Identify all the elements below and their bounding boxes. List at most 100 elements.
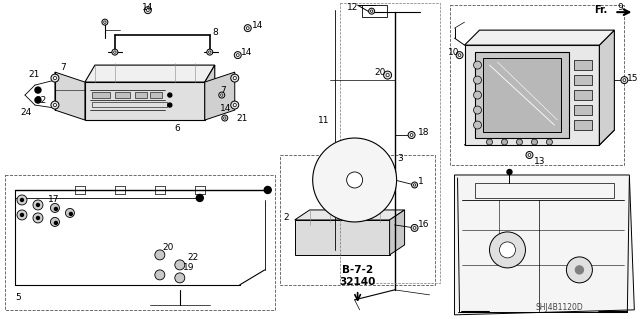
Circle shape <box>458 54 461 56</box>
Circle shape <box>155 250 165 260</box>
Text: 7: 7 <box>60 63 66 71</box>
Text: 14: 14 <box>142 3 153 12</box>
Circle shape <box>54 207 58 211</box>
Text: 13: 13 <box>534 158 546 167</box>
Text: 2: 2 <box>284 213 289 222</box>
Text: Fr.: Fr. <box>594 5 607 15</box>
Text: 1: 1 <box>417 177 423 187</box>
Text: 5: 5 <box>15 293 20 302</box>
Circle shape <box>264 187 271 193</box>
Circle shape <box>69 212 72 215</box>
Circle shape <box>145 7 151 14</box>
Circle shape <box>222 115 228 121</box>
Circle shape <box>33 200 43 210</box>
Circle shape <box>54 221 58 225</box>
Circle shape <box>51 74 59 82</box>
Bar <box>474 183 614 198</box>
Bar <box>449 5 625 165</box>
Text: 7: 7 <box>220 85 225 94</box>
Text: 24: 24 <box>20 108 31 116</box>
Text: 8: 8 <box>212 28 218 37</box>
Text: 32140: 32140 <box>339 277 376 287</box>
Bar <box>92 92 110 98</box>
Circle shape <box>196 195 204 202</box>
Bar <box>362 5 387 17</box>
Circle shape <box>65 208 74 218</box>
Circle shape <box>244 25 252 32</box>
Bar <box>92 102 167 107</box>
Circle shape <box>36 204 40 206</box>
Circle shape <box>474 76 481 84</box>
Polygon shape <box>465 45 600 145</box>
Circle shape <box>474 106 481 114</box>
Circle shape <box>219 92 225 98</box>
Circle shape <box>575 266 584 274</box>
Bar <box>575 75 593 85</box>
Circle shape <box>53 77 56 80</box>
Bar <box>280 155 435 285</box>
Circle shape <box>526 152 533 159</box>
Circle shape <box>547 139 552 145</box>
Circle shape <box>20 198 24 202</box>
Bar <box>115 92 130 98</box>
Circle shape <box>246 27 249 30</box>
Polygon shape <box>600 30 614 145</box>
Circle shape <box>33 213 43 223</box>
Circle shape <box>408 131 415 138</box>
Circle shape <box>51 101 59 109</box>
Polygon shape <box>465 130 614 145</box>
Circle shape <box>221 94 223 96</box>
Text: 21: 21 <box>237 114 248 122</box>
Polygon shape <box>465 30 614 45</box>
Circle shape <box>383 71 392 79</box>
Circle shape <box>36 216 40 219</box>
Circle shape <box>233 77 236 80</box>
Bar <box>575 120 593 130</box>
Text: 12: 12 <box>347 3 358 12</box>
Polygon shape <box>55 72 85 120</box>
Text: 3: 3 <box>397 153 403 162</box>
Circle shape <box>502 139 508 145</box>
Polygon shape <box>205 65 215 120</box>
Text: 19: 19 <box>183 263 195 272</box>
Bar <box>340 3 440 283</box>
Circle shape <box>621 77 628 84</box>
Polygon shape <box>390 210 404 255</box>
Circle shape <box>155 270 165 280</box>
Text: B-7-2: B-7-2 <box>342 265 373 275</box>
Text: 18: 18 <box>417 128 429 137</box>
Circle shape <box>386 73 389 77</box>
Circle shape <box>413 226 416 229</box>
Bar <box>575 90 593 100</box>
Text: 22: 22 <box>35 96 46 105</box>
Polygon shape <box>85 82 205 120</box>
Text: 10: 10 <box>447 48 459 56</box>
Circle shape <box>347 172 363 188</box>
Circle shape <box>566 257 593 283</box>
Circle shape <box>486 139 493 145</box>
Circle shape <box>17 195 27 205</box>
Circle shape <box>410 134 413 137</box>
Circle shape <box>411 225 418 231</box>
Bar <box>135 92 147 98</box>
Circle shape <box>231 101 239 109</box>
Circle shape <box>236 54 239 56</box>
Text: 14: 14 <box>220 104 231 113</box>
Circle shape <box>369 8 374 14</box>
Text: 14: 14 <box>241 48 252 56</box>
Circle shape <box>231 74 239 82</box>
Circle shape <box>490 232 525 268</box>
Circle shape <box>531 139 538 145</box>
Text: 16: 16 <box>417 220 429 229</box>
Circle shape <box>112 49 118 55</box>
Polygon shape <box>205 72 235 120</box>
Circle shape <box>413 184 416 186</box>
Text: 6: 6 <box>175 123 180 132</box>
Circle shape <box>474 91 481 99</box>
Polygon shape <box>454 175 634 315</box>
Circle shape <box>412 182 417 188</box>
Circle shape <box>223 117 226 119</box>
Bar <box>150 92 162 98</box>
Circle shape <box>233 103 236 107</box>
Text: 15: 15 <box>627 74 639 83</box>
